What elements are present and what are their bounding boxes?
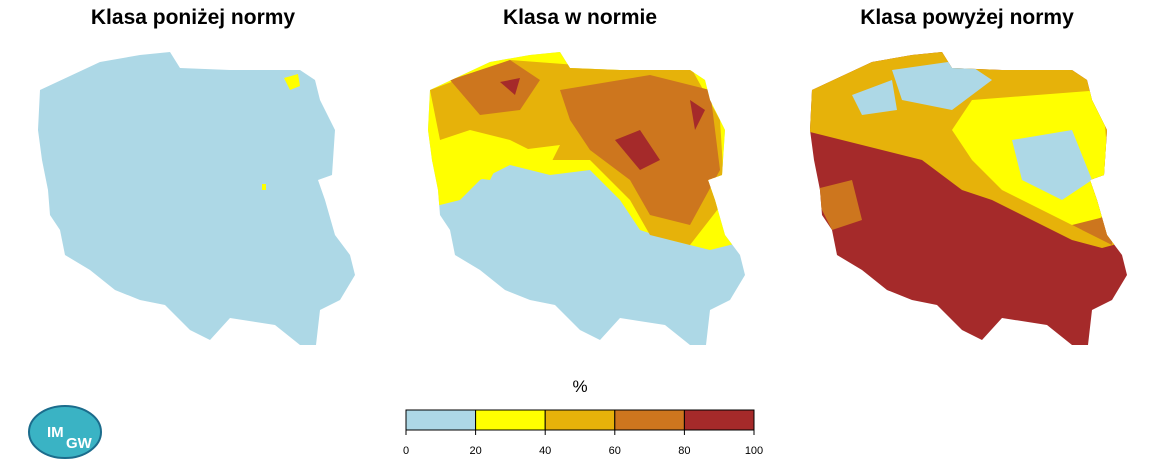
map-title: Klasa powyżej normy	[860, 6, 1074, 29]
colorbar-segment	[614, 409, 685, 431]
tick-label: 0	[403, 445, 409, 457]
tick-label: 20	[469, 445, 481, 457]
colorbar-segment	[683, 409, 755, 431]
map	[810, 52, 1127, 345]
colorbar-segment	[544, 409, 616, 431]
colorbar-segment	[405, 409, 477, 431]
colorbar-segment	[475, 409, 546, 431]
map-title: Klasa w normie	[503, 6, 657, 29]
tick-label: 80	[678, 445, 690, 457]
logo-text: GW	[66, 435, 93, 452]
map	[428, 52, 745, 345]
logo-text: IM	[47, 424, 64, 441]
map	[38, 52, 355, 345]
logo: IM GW	[28, 405, 102, 459]
tick-label: 60	[609, 445, 621, 457]
map-title: Klasa poniżej normy	[91, 6, 296, 29]
tick-label: 40	[539, 445, 551, 457]
colorbar: 0 20 40 60 80 100	[403, 409, 763, 457]
legend-title: %	[572, 377, 587, 396]
tick-label: 100	[745, 445, 763, 457]
